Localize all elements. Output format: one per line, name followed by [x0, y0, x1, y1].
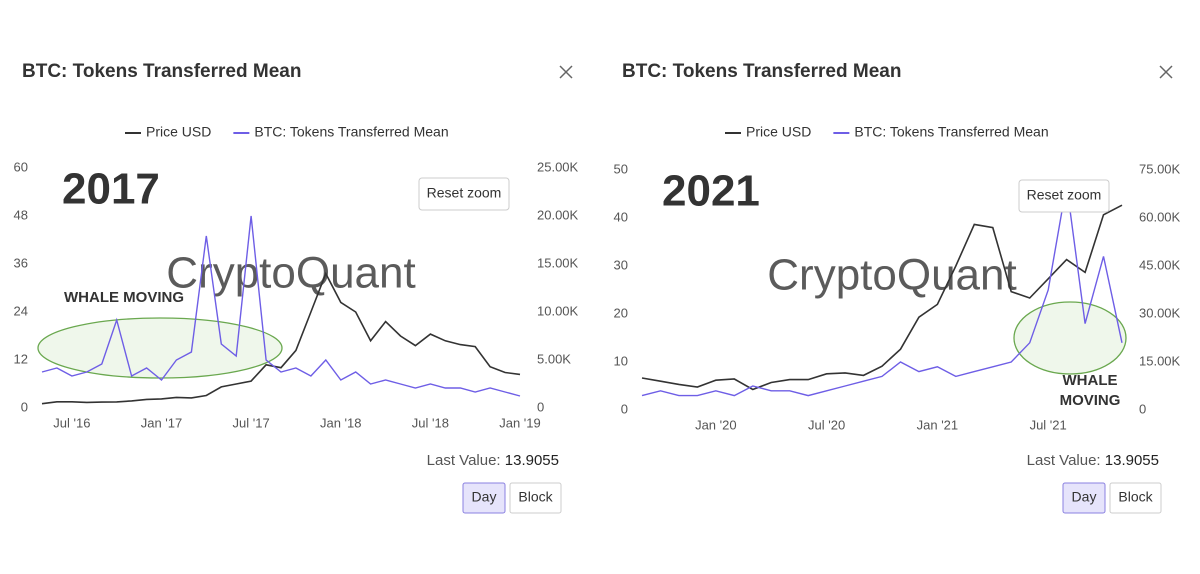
watermark-brand: CryptoQuant [767, 251, 1016, 300]
chart-panel: BTC: Tokens Transferred Mean Price USD BTC… [614, 61, 1181, 514]
watermark-year: 2017 [62, 165, 160, 214]
y-tick-label: 50 [614, 161, 628, 176]
close-icon [1159, 65, 1173, 79]
x-tick-label: Jan '17 [141, 415, 183, 430]
watermark-year: 2021 [662, 167, 760, 216]
button-bg [1062, 482, 1106, 514]
y2-tick-label: 25.00K [537, 159, 579, 174]
x-tick-label: Jul '20 [808, 417, 845, 432]
annotation-label: WHALE [1063, 372, 1118, 389]
reset-zoom-button[interactable]: Reset zoom [418, 177, 510, 211]
y-tick-label: 60 [14, 159, 28, 174]
button-label: Reset zoom [1027, 187, 1102, 203]
toggle-button[interactable]: Block [1109, 482, 1162, 514]
close-button[interactable] [1159, 65, 1173, 79]
series-line [641, 204, 1123, 391]
close-icon [559, 65, 573, 79]
chart-panel: BTC: Tokens Transferred Mean Price USD BTC… [14, 61, 579, 514]
y2-tick-label: 15.00K [537, 255, 579, 270]
button-label: Block [518, 489, 553, 505]
legend-label[interactable]: Price USD [746, 124, 811, 140]
toggle-button[interactable]: Day [1062, 482, 1106, 514]
button-bg [1109, 482, 1162, 514]
series-line [641, 184, 1123, 397]
last-value: Last Value: 13.9055 [427, 452, 559, 469]
series-line [41, 215, 521, 397]
button-bg [1018, 179, 1110, 213]
watermark-brand: CryptoQuant [166, 249, 415, 298]
y-tick-label: 12 [14, 351, 28, 366]
button-bg [418, 177, 510, 211]
y-tick-label: 48 [14, 207, 28, 222]
x-tick-label: Jan '19 [499, 415, 541, 430]
last-value-number: 13.9055 [1105, 452, 1159, 469]
y-tick-label: 0 [621, 401, 628, 416]
x-tick-label: Jul '21 [1030, 417, 1067, 432]
button-label: Block [1118, 489, 1153, 505]
button-label: Day [1072, 489, 1097, 505]
button-label: Reset zoom [427, 185, 502, 201]
x-tick-label: Jul '16 [53, 415, 90, 430]
last-value-label: Last Value: [427, 452, 505, 469]
last-value: Last Value: 13.9055 [1027, 452, 1159, 469]
y-tick-label: 10 [614, 353, 628, 368]
y2-tick-label: 15.00K [1139, 353, 1181, 368]
y2-tick-label: 60.00K [1139, 209, 1181, 224]
last-value-label: Last Value: [1027, 452, 1105, 469]
y2-tick-label: 45.00K [1139, 257, 1181, 272]
y2-tick-label: 30.00K [1139, 305, 1181, 320]
x-tick-label: Jan '20 [695, 417, 737, 432]
annotation-label: MOVING [1060, 392, 1121, 409]
y-tick-label: 0 [21, 399, 28, 414]
last-value-number: 13.9055 [505, 452, 559, 469]
x-tick-label: Jul '18 [412, 415, 449, 430]
y2-tick-label: 0 [537, 399, 544, 414]
y-tick-label: 36 [14, 255, 28, 270]
x-tick-label: Jan '21 [917, 417, 959, 432]
chart-title: BTC: Tokens Transferred Mean [622, 61, 901, 82]
y2-tick-label: 0 [1139, 401, 1146, 416]
close-button[interactable] [559, 65, 573, 79]
toggle-button[interactable]: Block [509, 482, 562, 514]
annotation-ellipse [1013, 301, 1127, 375]
button-label: Day [472, 489, 497, 505]
y2-tick-label: 10.00K [537, 303, 579, 318]
y2-tick-label: 20.00K [537, 207, 579, 222]
legend-label[interactable]: BTC: Tokens Transferred Mean [254, 124, 448, 140]
y-tick-label: 40 [614, 209, 628, 224]
annotation-ellipse [37, 317, 283, 379]
legend-label[interactable]: BTC: Tokens Transferred Mean [854, 124, 1048, 140]
x-tick-label: Jul '17 [233, 415, 270, 430]
y-tick-label: 30 [614, 257, 628, 272]
y2-tick-label: 5.00K [537, 351, 571, 366]
y2-tick-label: 75.00K [1139, 161, 1181, 176]
legend-label[interactable]: Price USD [146, 124, 211, 140]
y-tick-label: 24 [14, 303, 28, 318]
series-line [41, 271, 521, 405]
toggle-button[interactable]: Day [462, 482, 506, 514]
button-bg [462, 482, 506, 514]
reset-zoom-button[interactable]: Reset zoom [1018, 179, 1110, 213]
y-tick-label: 20 [614, 305, 628, 320]
annotation-label: WHALE MOVING [64, 289, 184, 306]
chart-title: BTC: Tokens Transferred Mean [22, 61, 301, 82]
x-tick-label: Jan '18 [320, 415, 362, 430]
button-bg [509, 482, 562, 514]
